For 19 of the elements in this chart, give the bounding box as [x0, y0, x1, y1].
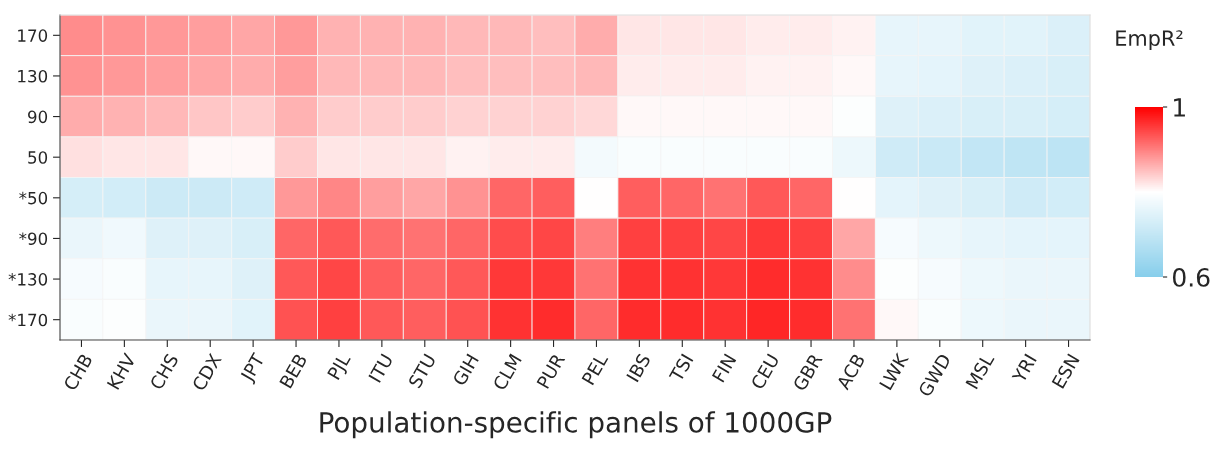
- x-axis-title: Population-specific panels of 1000GP: [320, 411, 832, 439]
- color-bar-label: 1: [1174, 98, 1185, 117]
- x-tick-label: YRI: [1011, 353, 1037, 384]
- y-tick-label: 90: [28, 110, 48, 124]
- color-bar-label: 0.6: [1172, 267, 1210, 287]
- color-bar-title: EmpR²: [1116, 30, 1183, 51]
- y-tick-label: 170: [18, 29, 48, 42]
- x-tick-label: PJL: [327, 352, 354, 382]
- y-tick-label: *90: [19, 232, 48, 246]
- x-tick-label: TSI: [668, 353, 694, 383]
- x-tick-label: FIN: [711, 353, 737, 383]
- x-tick-label: PEL: [581, 352, 609, 386]
- y-tick-label: 50: [28, 151, 48, 164]
- y-tick-label: *50: [19, 191, 48, 205]
- y-tick-label: *170: [8, 313, 48, 327]
- y-tick-label: 130: [18, 69, 48, 83]
- x-tick-label: IBS: [626, 352, 651, 383]
- y-tick-label: *130: [8, 273, 48, 286]
- x-tick-label: ITU: [368, 353, 394, 383]
